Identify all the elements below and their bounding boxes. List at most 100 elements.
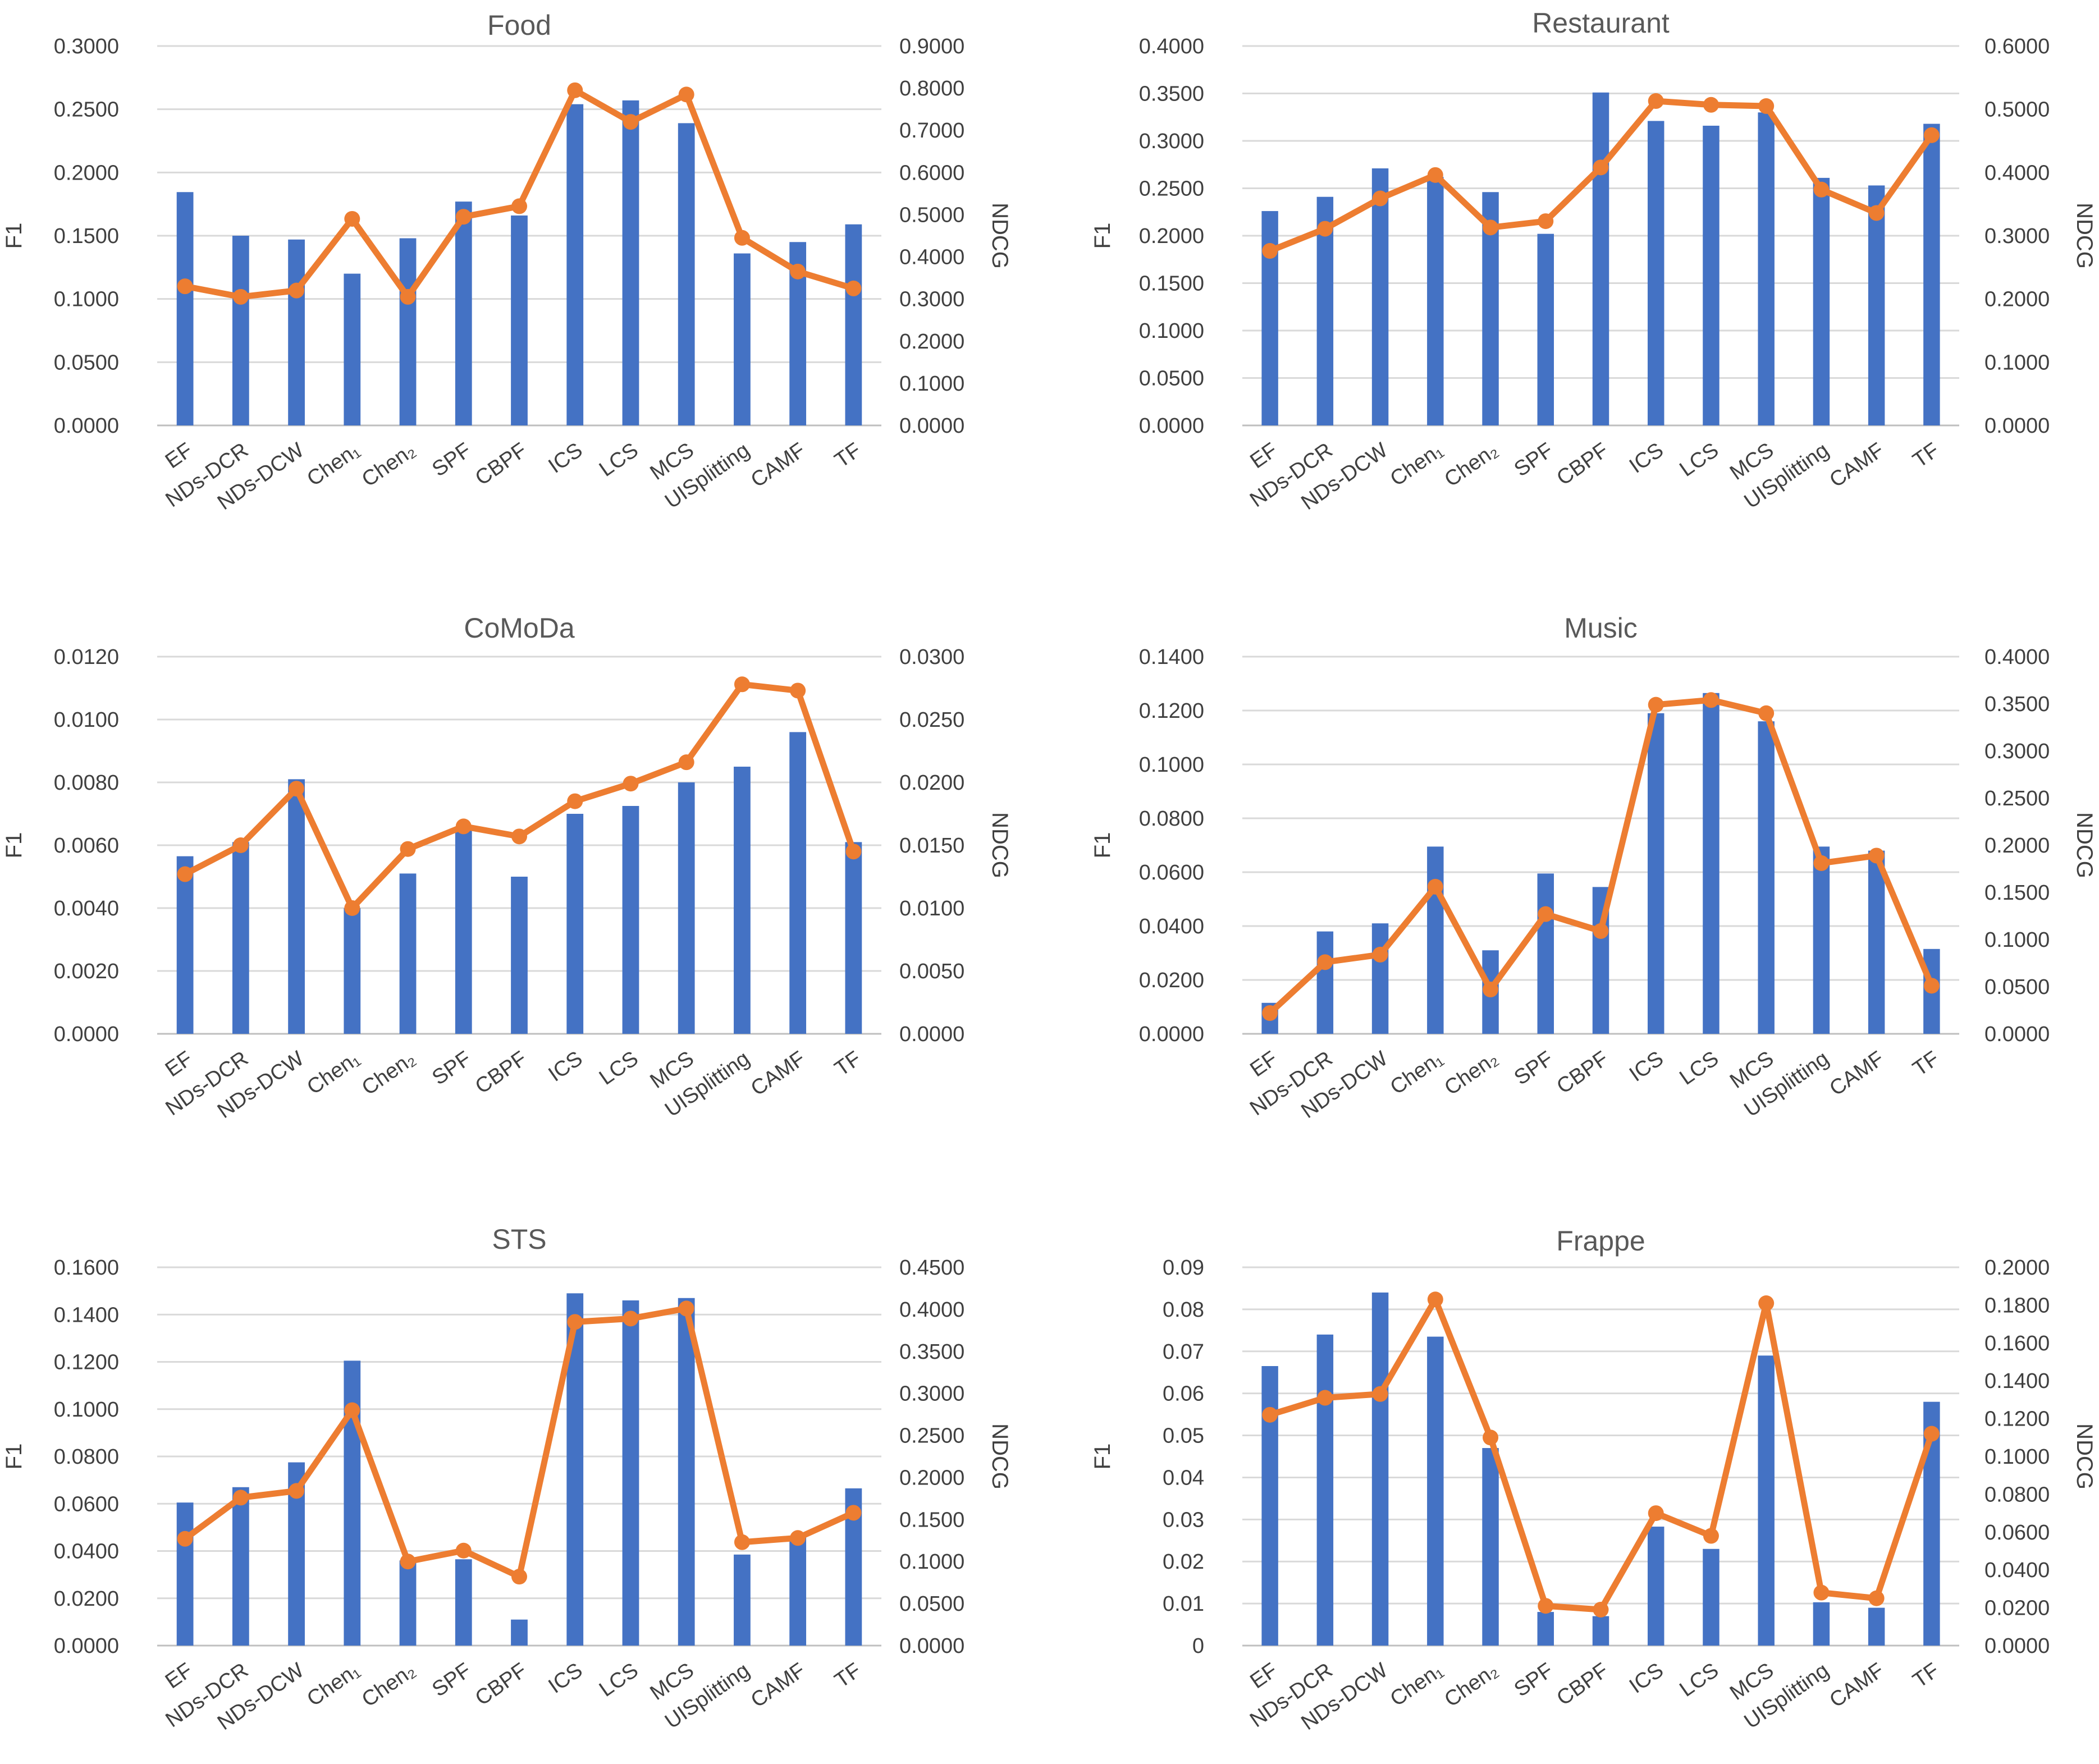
y2-tick-label: 0.2500: [899, 1424, 964, 1448]
ndcg-point-CBPF: [1593, 159, 1609, 176]
y2-tick-label: 0.2000: [1984, 834, 2050, 858]
bar-CAMF: [1868, 850, 1885, 1034]
y-tick-label: 0.0400: [54, 1540, 119, 1564]
ndcg-point-CAMF: [790, 682, 806, 699]
x-tick-label: CBPF: [471, 438, 531, 491]
x-tick-label: Chen₂: [1441, 1658, 1503, 1712]
chart-panel-restaurant: 0.0000 0.0500 0.1000 0.1500 0.2000 0.2500 0.30…: [1090, 7, 2097, 515]
y2-tick-label: 0.3500: [899, 1340, 964, 1364]
x-tick-label: TF: [1909, 1658, 1943, 1693]
y2-tick-label: 0.8000: [899, 77, 964, 100]
x-tick-label: EF: [1246, 1047, 1282, 1082]
y2-tick-label: 0.2000: [899, 330, 964, 354]
y-tick-label: 0.0600: [1139, 861, 1204, 885]
bar-UISplitting: [734, 767, 751, 1034]
y2-tick-label: 0.5000: [899, 203, 964, 227]
y2-tick-label: 0.6000: [899, 161, 964, 185]
bar-CAMF: [1868, 185, 1885, 425]
ndcg-point-CBPF: [511, 828, 527, 845]
x-tick-label: Chen₂: [1441, 1047, 1503, 1100]
ndcg-point-NDs-DCW: [1372, 946, 1388, 963]
ndcg-line: [1266, 1296, 1935, 1613]
ndcg-point-UISplitting: [1813, 855, 1830, 871]
y-tick-label: 0.3500: [1139, 83, 1204, 106]
y-tick-label: 0.2000: [54, 161, 119, 185]
ndcg-point-ICS: [1648, 697, 1664, 713]
x-tick-label: EF: [161, 1658, 197, 1693]
y2-axis-label: NDCG: [2072, 203, 2097, 269]
x-tick-label: Chen₁: [303, 1658, 364, 1711]
y-tick-label: 0.04: [1163, 1466, 1204, 1490]
ndcg-point-NDs-DCW: [1372, 190, 1388, 207]
ndcg-point-CAMF: [790, 1530, 806, 1546]
y2-tick-label: 0.5000: [1984, 98, 2050, 122]
bar-NDs-DCW: [1371, 923, 1389, 1034]
bar-MCS: [678, 1298, 695, 1646]
y2-tick-label: 0.9000: [899, 35, 964, 58]
ndcg-point-EF: [1262, 243, 1278, 259]
chart-panel-sts: 0.0000 0.0200 0.0400 0.0600 0.0800 0.1000 0.12…: [2, 1224, 1012, 1735]
ndcg-point-SPF: [1538, 906, 1554, 922]
y2-tick-label: 0.0200: [1984, 1597, 2050, 1620]
chart-title: Music: [1564, 612, 1638, 644]
y-tick-label: 0.07: [1163, 1340, 1204, 1364]
bar-ICS: [566, 814, 584, 1034]
y2-tick-label: 0.0000: [1984, 1634, 2050, 1658]
y2-axis-label: NDCG: [2072, 812, 2097, 878]
ndcg-point-Chen₂: [400, 841, 416, 857]
bar-Chen₂: [399, 1560, 417, 1646]
x-tick-label: ICS: [544, 1658, 587, 1698]
chart-panel-frappe: 0 0.01 0.02 0.03 0.04 0.05 0.06 0.07 0.08 0.09 0.0…: [1090, 1225, 2097, 1735]
y-tick-label: 0.0060: [54, 834, 119, 858]
x-tick-label: EF: [1246, 438, 1282, 473]
ndcg-point-NDs-DCW: [1372, 1386, 1388, 1402]
x-tick-label: CAMF: [747, 1658, 810, 1712]
ndcg-point-Chen₂: [1483, 1429, 1499, 1446]
ndcg-point-Chen₂: [400, 1554, 416, 1570]
bar-EF: [176, 1502, 194, 1646]
x-tick-label: LCS: [595, 1047, 643, 1090]
bar-NDs-DCR: [232, 236, 249, 425]
x-tick-label: CAMF: [1826, 438, 1888, 492]
bar-ICS: [1647, 121, 1664, 425]
y2-tick-label: 0.1500: [1984, 881, 2050, 905]
bar-NDs-DCR: [232, 1487, 249, 1646]
y2-tick-label: 0.3000: [1984, 740, 2050, 763]
y-tick-label: 0.0800: [54, 1445, 119, 1469]
y-tick-label: 0.0000: [1139, 414, 1204, 438]
bar-TF: [845, 842, 862, 1034]
ndcg-point-Chen₁: [344, 900, 360, 916]
x-tick-label: TF: [1909, 438, 1943, 473]
x-tick-label: ICS: [1625, 438, 1668, 478]
bar-CAMF: [1868, 1607, 1885, 1646]
x-tick-label: LCS: [595, 1658, 643, 1702]
y2-tick-label: 0.1000: [1984, 1445, 2050, 1469]
x-tick-label: Chen₁: [1386, 1047, 1447, 1099]
y-tick-label: 0.0100: [54, 708, 119, 732]
y2-tick-label: 0.0500: [899, 1592, 964, 1616]
y-tick-label: 0.1500: [54, 224, 119, 248]
x-tick-label: TF: [1909, 1047, 1943, 1081]
y-tick-label: 0: [1192, 1634, 1204, 1658]
y2-tick-label: 0.0250: [899, 708, 964, 732]
ndcg-point-SPF: [1538, 213, 1554, 230]
x-tick-label: LCS: [1675, 1658, 1723, 1702]
chart-title: Food: [487, 10, 551, 41]
ndcg-point-SPF: [455, 818, 472, 835]
ndcg-point-UISplitting: [1813, 181, 1830, 198]
bar-MCS: [678, 123, 695, 425]
bar-NDs-DCW: [1371, 1292, 1389, 1646]
y2-tick-label: 0.1000: [899, 372, 964, 396]
y2-tick-label: 0.0100: [899, 897, 964, 920]
ndcg-point-TF: [845, 280, 862, 296]
ndcg-point-NDs-DCR: [232, 288, 249, 305]
y2-tick-label: 0.0000: [899, 414, 964, 438]
y2-tick-label: 0.0600: [1984, 1521, 2050, 1545]
ndcg-point-CAMF: [1868, 205, 1885, 221]
y-tick-label: 0.01: [1163, 1592, 1204, 1616]
chart-panel-comoda: 0.0000 0.0020 0.0040 0.0060 0.0080 0.0100 0.01…: [2, 612, 1012, 1123]
y2-tick-label: 0.1800: [1984, 1294, 2050, 1317]
bar-LCS: [622, 100, 639, 426]
y2-tick-label: 0.0800: [1984, 1483, 2050, 1506]
y-tick-label: 0.1500: [1139, 272, 1204, 296]
